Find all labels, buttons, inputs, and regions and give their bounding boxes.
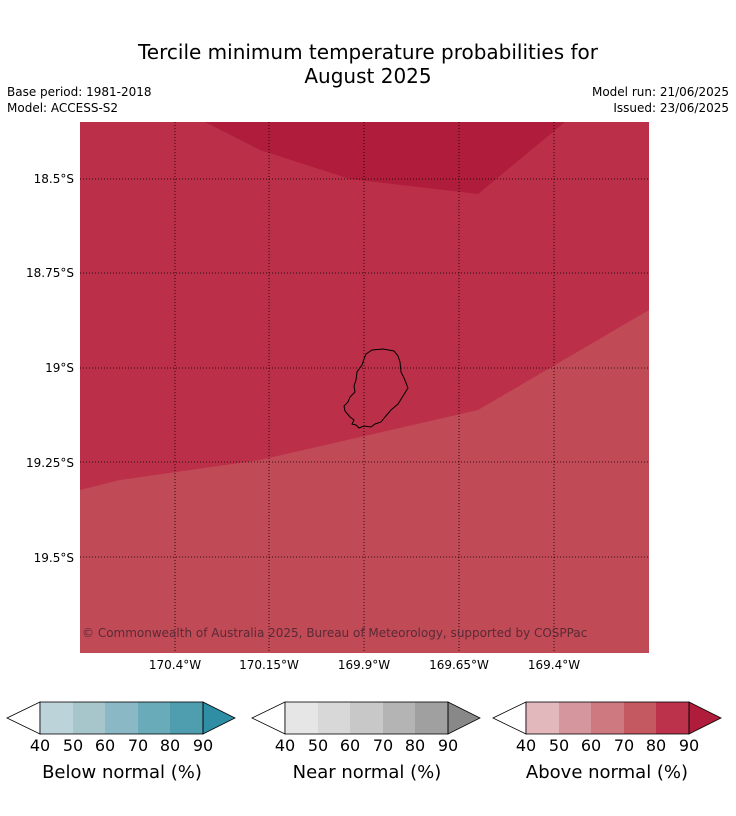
lat-tick-label: 18.75°S xyxy=(26,266,74,280)
lat-tick-label: 19°S xyxy=(45,361,74,375)
colorbar-tick: 90 xyxy=(437,736,459,755)
colorbar-tick: 60 xyxy=(580,736,602,755)
map-region-70-80 xyxy=(80,310,649,653)
colorbar-swatch xyxy=(138,702,170,734)
colorbar-low-extension xyxy=(251,701,286,735)
chart-title-line-1: Tercile minimum temperature probabilitie… xyxy=(137,40,599,64)
colorbar-swatch xyxy=(559,702,591,734)
colorbar-swatch xyxy=(105,702,138,734)
lat-tick-label: 19.25°S xyxy=(26,456,74,470)
chart-title-line-2: August 2025 xyxy=(304,64,432,88)
graticule xyxy=(80,122,649,653)
lon-tick-label: 169.4°W xyxy=(527,658,581,672)
colorbar-tick: 90 xyxy=(678,736,700,755)
colorbar-tick: 60 xyxy=(94,736,116,755)
colorbar-swatch xyxy=(285,702,318,734)
colorbar-tick: 40 xyxy=(274,736,296,755)
colorbar-swatch xyxy=(170,702,203,734)
colorbar-tick: 70 xyxy=(127,736,149,755)
colorbar-swatch xyxy=(40,702,73,734)
colorbar-above-normal xyxy=(492,701,722,735)
model-run: Model run: 21/06/2025 xyxy=(591,85,729,99)
colorbar-below-normal xyxy=(6,701,236,735)
colorbar-tick: 40 xyxy=(515,736,537,755)
lat-tick-label: 19.5°S xyxy=(33,551,74,565)
colorbar-swatch xyxy=(350,702,383,734)
colorbar-tick: 50 xyxy=(548,736,570,755)
colorbar-tick: 50 xyxy=(307,736,329,755)
colorbar-tick: 80 xyxy=(404,736,426,755)
lon-tick-label: 170.4°W xyxy=(148,658,202,672)
colorbar-below-label: Below normal (%) xyxy=(42,762,202,783)
colorbar-swatch xyxy=(624,702,656,734)
island-coastline xyxy=(343,348,409,429)
base-period: Base period: 1981-2018 xyxy=(7,85,152,99)
colorbar-swatch xyxy=(591,702,624,734)
colorbar-tick: 40 xyxy=(29,736,51,755)
colorbar-high-extension xyxy=(688,701,722,735)
colorbar-swatch xyxy=(318,702,350,734)
colorbar-near-label: Near normal (%) xyxy=(292,762,442,783)
colorbar-tick: 70 xyxy=(372,736,394,755)
colorbar-tick: 80 xyxy=(645,736,667,755)
model-name: Model: ACCESS-S2 xyxy=(7,101,119,115)
lon-tick-label: 169.9°W xyxy=(337,658,391,672)
colorbar-swatch xyxy=(526,702,559,734)
lon-tick-label: 169.65°W xyxy=(429,658,489,672)
colorbar-tick: 70 xyxy=(613,736,635,755)
colorbar-low-extension xyxy=(6,701,41,735)
colorbar-high-extension xyxy=(202,701,236,735)
colorbar-swatch xyxy=(415,702,448,734)
lon-tick-label: 170.15°W xyxy=(239,658,299,672)
colorbar-swatch xyxy=(656,702,689,734)
map-region-90 xyxy=(205,122,565,194)
map-panel xyxy=(80,122,649,653)
colorbar-low-extension xyxy=(492,701,527,735)
colorbar-tick: 50 xyxy=(62,736,84,755)
colorbar-tick: 60 xyxy=(339,736,361,755)
colorbar-above-label: Above normal (%) xyxy=(525,762,689,783)
copyright-notice: © Commonwealth of Australia 2025, Bureau… xyxy=(82,626,588,640)
colorbar-swatch xyxy=(383,702,415,734)
colorbar-tick: 90 xyxy=(192,736,214,755)
colorbar-swatch xyxy=(73,702,105,734)
issued-date: Issued: 23/06/2025 xyxy=(613,101,729,115)
colorbar-tick: 80 xyxy=(159,736,181,755)
colorbar-near-normal xyxy=(251,701,481,735)
lat-tick-label: 18.5°S xyxy=(33,172,74,186)
colorbar-high-extension xyxy=(447,701,481,735)
